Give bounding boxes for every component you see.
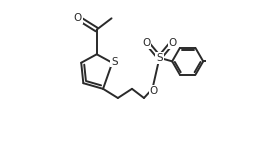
Text: O: O [169,38,177,48]
Text: O: O [149,86,158,96]
Text: S: S [156,53,163,63]
Text: S: S [111,57,118,67]
Text: O: O [142,38,150,48]
Text: O: O [73,13,82,23]
